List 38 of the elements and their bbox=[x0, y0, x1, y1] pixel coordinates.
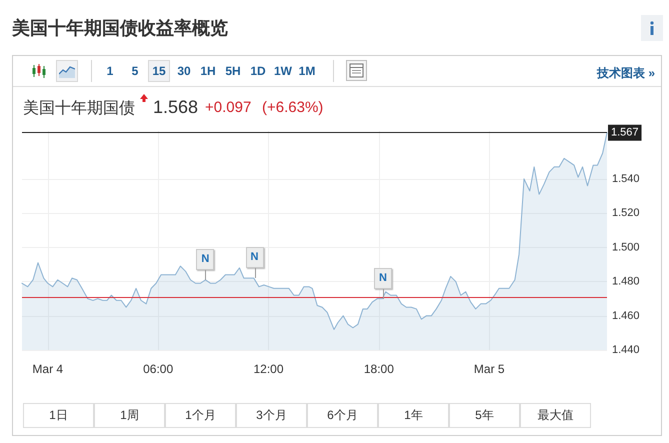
text: 5 bbox=[132, 64, 138, 78]
text: 30 bbox=[177, 64, 191, 78]
text: 最大值 bbox=[520, 403, 591, 428]
annotation: N bbox=[246, 247, 264, 268]
text: 1W bbox=[274, 64, 292, 78]
x-tick-label: 06:00 bbox=[143, 362, 174, 376]
text: 1年 bbox=[378, 403, 449, 428]
y-tick-label: 1.540 bbox=[612, 172, 640, 185]
chart-title: 美国十年期国债收益率概览 bbox=[12, 17, 228, 40]
x-tick-label: 12:00 bbox=[253, 362, 284, 376]
annotation: N bbox=[196, 248, 214, 270]
text: 1个月 bbox=[165, 403, 236, 428]
text: 1日 bbox=[23, 403, 94, 428]
text: 1 bbox=[106, 64, 114, 78]
y-tick-label: 1.460 bbox=[612, 310, 640, 322]
ref-line-label: 1.567 bbox=[611, 126, 639, 139]
text: (+6.63%) bbox=[262, 99, 324, 116]
x-tick-label: Mar 5 bbox=[474, 362, 505, 376]
y-tick-label: 1.520 bbox=[612, 207, 640, 220]
y-tick-label: 1.500 bbox=[612, 241, 640, 254]
text: 1.568 bbox=[153, 97, 198, 118]
y-tick-label: 1.480 bbox=[612, 276, 640, 288]
text: 1H bbox=[200, 64, 216, 78]
text: 5年 bbox=[449, 403, 520, 428]
text: 15 bbox=[152, 64, 166, 78]
text: 1D bbox=[250, 64, 266, 78]
text: 6个月 bbox=[307, 403, 378, 428]
text: 5H bbox=[225, 64, 241, 78]
text: 1M bbox=[298, 64, 316, 78]
annotation: N bbox=[374, 268, 392, 289]
x-tick-label: 18:00 bbox=[364, 362, 394, 376]
y-tick-label: 1.440 bbox=[612, 344, 640, 356]
chart-subtitle: 美国十年期国债 bbox=[23, 98, 135, 119]
text: 1周 bbox=[94, 403, 165, 428]
text: 技术图表 » bbox=[596, 65, 655, 82]
x-tick-label: Mar 4 bbox=[32, 362, 64, 376]
text: 3个月 bbox=[236, 403, 307, 428]
text: +0.097 bbox=[205, 99, 252, 116]
